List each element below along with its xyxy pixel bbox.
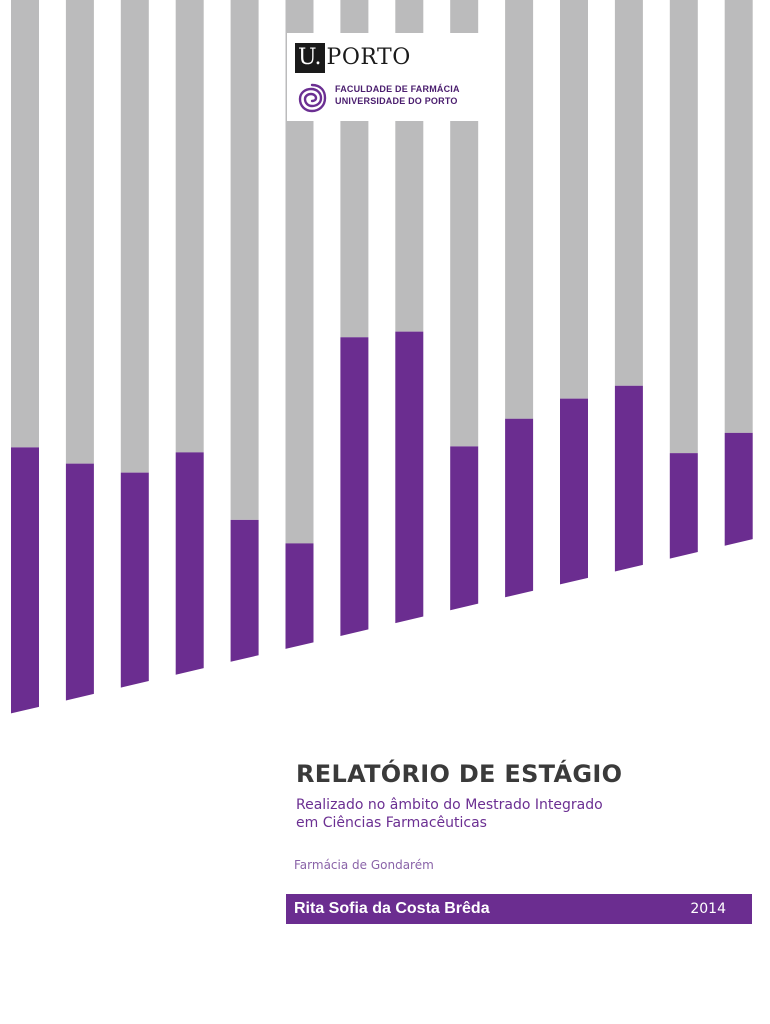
cover-bar-gray (65, 0, 94, 464)
cover-bar (230, 0, 259, 662)
cover-bar-purple (65, 463, 94, 701)
spiral-icon (298, 83, 327, 113)
cover-bar-gray (11, 0, 39, 448)
report-title: RELATÓRIO DE ESTÁGIO (296, 760, 623, 788)
cover-bar-purple (614, 385, 643, 572)
cover-bar-purple (560, 398, 588, 585)
cover-bar-purple (175, 452, 204, 675)
logo-block: U. PORTO FACULDADE DE FARMÁCIA UNIVERSID… (287, 33, 481, 121)
u-porto-wordmark: PORTO (326, 45, 411, 70)
author-bar: Rita Sofia da Costa Brêda 2014 (286, 894, 752, 924)
cover-bar-gray (120, 0, 149, 473)
cover-bar (724, 0, 753, 546)
cover-bar-purple (11, 447, 39, 714)
cover-bar-purple (120, 472, 149, 688)
cover-bar-gray (614, 0, 643, 386)
cover-bar (65, 0, 94, 701)
cover-bar-gray (669, 0, 698, 454)
cover-bar (614, 0, 643, 572)
report-year: 2014 (690, 901, 726, 917)
cover-bar-purple (340, 337, 369, 637)
subtitle-line-2: em Ciências Farmacêuticas (296, 815, 487, 831)
subtitle-line-1: Realizado no âmbito do Mestrado Integrad… (296, 797, 603, 813)
u-porto-mark: U. (295, 43, 325, 73)
cover-bar (560, 0, 588, 585)
cover-bar-purple (230, 519, 259, 662)
cover-bar-gray (230, 0, 259, 520)
cover-bar-gray (560, 0, 588, 399)
cover-bar-gray (175, 0, 204, 453)
cover-bar-purple (724, 432, 753, 546)
u-porto-logo: U. PORTO (295, 43, 411, 73)
cover-bar (505, 0, 534, 598)
cover-bar (175, 0, 204, 675)
cover-bar (11, 0, 39, 714)
cover-bar-purple (395, 331, 424, 624)
faculdade-name: FACULDADE DE FARMÁCIA UNIVERSIDADE DO PO… (335, 83, 460, 107)
author-name: Rita Sofia da Costa Brêda (294, 900, 490, 917)
cover-bar (669, 0, 698, 559)
faculdade-line-1: FACULDADE DE FARMÁCIA (335, 84, 460, 94)
pharmacy-name: Farmácia de Gondarém (294, 858, 434, 872)
faculdade-line-2: UNIVERSIDADE DO PORTO (335, 96, 458, 106)
report-subtitle: Realizado no âmbito do Mestrado Integrad… (296, 796, 656, 832)
cover-bar-purple (669, 453, 698, 559)
cover-bar-purple (505, 418, 534, 598)
cover-bar-gray (724, 0, 753, 433)
cover-bar-purple (285, 543, 314, 649)
cover-bar-gray (505, 0, 534, 419)
cover-bar (120, 0, 149, 688)
cover-bar-purple (450, 446, 479, 611)
